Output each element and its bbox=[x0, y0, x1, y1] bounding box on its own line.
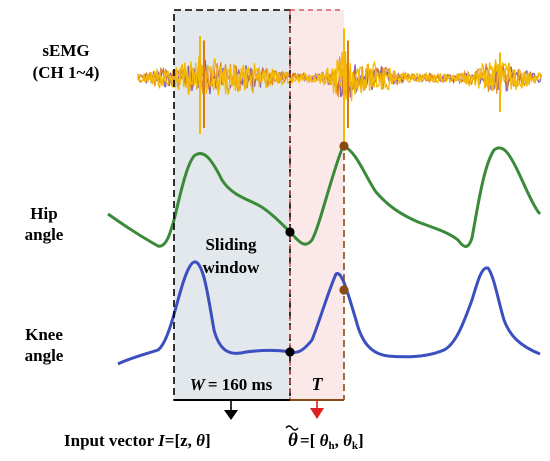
output-vector-terms: =[ θh, θk] bbox=[300, 431, 364, 452]
semg-label-line1: sEMG bbox=[42, 41, 89, 60]
delay-label: T bbox=[312, 374, 324, 394]
semg-label-line2: (CH 1~4) bbox=[33, 63, 100, 82]
knee-label-line2: angle bbox=[25, 346, 64, 365]
output-vector-label: θ =[ θh, θk] bbox=[285, 425, 364, 452]
hip-angle-curve bbox=[107, 144, 542, 248]
output-theta-symbol: θ bbox=[288, 430, 298, 451]
delay-region bbox=[290, 10, 344, 400]
window-size-label: W = 160 ms bbox=[190, 375, 273, 394]
hip-current-marker bbox=[285, 227, 295, 237]
knee-future-marker bbox=[339, 285, 349, 295]
sliding-window-label-line1: Sliding bbox=[205, 235, 257, 254]
hip-label-line2: angle bbox=[25, 225, 64, 244]
knee-label-line1: Knee bbox=[25, 325, 63, 344]
knee-current-marker bbox=[285, 347, 295, 357]
output-arrow-head bbox=[310, 408, 324, 419]
sliding-window-label-line2: window bbox=[203, 258, 260, 277]
semg-signal bbox=[137, 28, 542, 144]
output-tilde-mark bbox=[285, 425, 299, 431]
input-arrow-head bbox=[224, 410, 238, 420]
hip-future-marker bbox=[339, 141, 349, 151]
knee-angle-curve bbox=[117, 260, 541, 366]
hip-label-line1: Hip bbox=[30, 204, 57, 223]
input-vector-label: Input vector I=[z, θ] bbox=[64, 431, 211, 450]
